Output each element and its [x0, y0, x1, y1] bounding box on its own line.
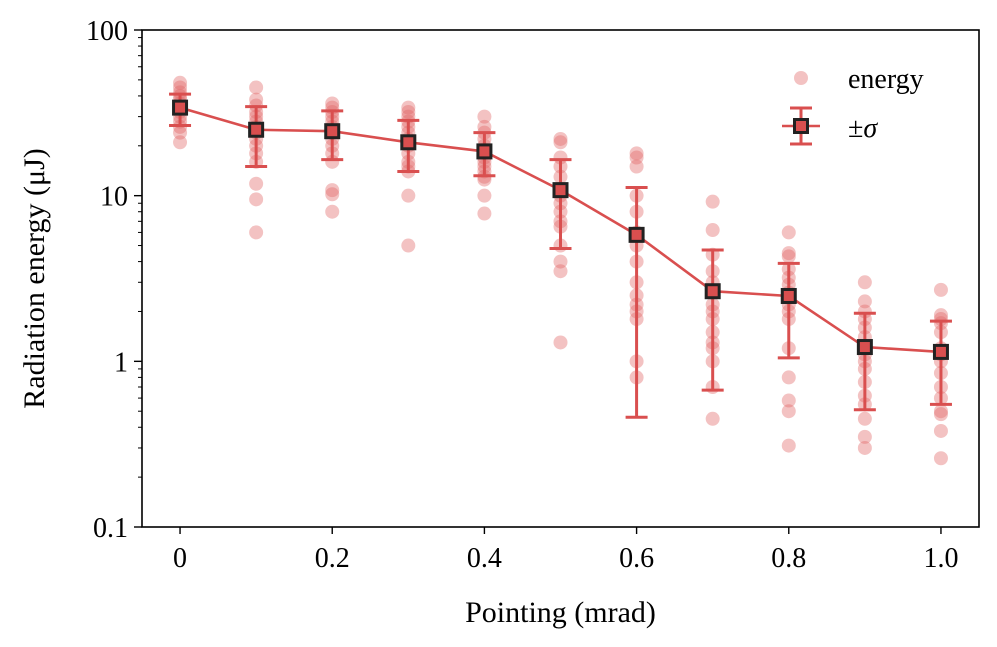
energy-point — [401, 188, 416, 203]
energy-point — [781, 225, 796, 240]
x-tick-label: 0.2 — [315, 543, 350, 574]
x-axis-label: Pointing (mrad) — [465, 596, 656, 629]
plot-frame — [141, 29, 980, 528]
y-axis-ticks: 0.1 1 10 100 — [86, 16, 142, 544]
y-tick-label: 100 — [86, 16, 128, 47]
energy-point — [173, 75, 188, 90]
energy-point — [857, 304, 872, 319]
mean-marker — [172, 99, 189, 116]
energy-point — [325, 96, 340, 111]
energy-point — [629, 159, 644, 174]
y-axis-label: Radiation energy (μJ) — [18, 148, 51, 408]
energy-point — [477, 109, 492, 124]
y-tick-label: 0.1 — [93, 513, 128, 544]
energy-point — [173, 125, 188, 140]
energy-point — [325, 187, 340, 202]
energy-point — [553, 135, 568, 150]
energy-point — [705, 194, 720, 209]
energy-point — [173, 135, 188, 150]
mean-marker — [856, 339, 873, 356]
legend-sigma-square — [793, 118, 809, 134]
energy-point — [933, 308, 948, 323]
mean-marker — [324, 123, 341, 140]
energy-point — [249, 192, 264, 207]
mean-marker — [400, 134, 417, 151]
x-tick-label: 0.6 — [619, 543, 654, 574]
mean-marker — [704, 283, 721, 300]
mean-marker — [780, 287, 797, 304]
energy-point — [933, 423, 948, 438]
energy-point — [857, 294, 872, 309]
energy-point — [781, 393, 796, 408]
energy-point — [477, 119, 492, 134]
mean-marker — [476, 143, 493, 160]
y-tick-label: 10 — [100, 182, 128, 213]
energy-point — [857, 275, 872, 290]
energy-point — [933, 404, 948, 419]
energy-point — [249, 176, 264, 191]
energy-point — [401, 104, 416, 119]
energy-point — [933, 451, 948, 466]
energy-point — [477, 206, 492, 221]
energy-point — [705, 223, 720, 238]
energy-point — [781, 404, 796, 419]
energy-point — [781, 249, 796, 264]
errorbar-layer — [169, 92, 952, 419]
energy-point — [629, 150, 644, 165]
energy-point — [857, 411, 872, 426]
energy-point — [553, 264, 568, 279]
energy-point — [325, 204, 340, 219]
energy-point — [173, 85, 188, 100]
legend: energy ±σ — [782, 64, 924, 146]
x-tick-label: 1.0 — [923, 543, 958, 574]
mean-marker — [628, 226, 645, 243]
energy-point — [325, 183, 340, 198]
energy-point — [857, 440, 872, 455]
energy-point — [933, 282, 948, 297]
scatter-layer — [173, 75, 948, 466]
legend-sigma-label: ±σ — [848, 113, 878, 144]
energy-point — [553, 335, 568, 350]
energy-point — [553, 131, 568, 146]
x-tick-label: 0.4 — [467, 543, 502, 574]
y-tick-label: 1 — [114, 347, 128, 378]
energy-point — [477, 188, 492, 203]
x-tick-label: 0 — [173, 543, 187, 574]
energy-point — [173, 80, 188, 95]
mean-marker — [552, 182, 569, 199]
energy-point — [781, 438, 796, 453]
mean-marker — [248, 121, 265, 138]
energy-point — [629, 146, 644, 161]
energy-point — [553, 254, 568, 269]
legend-sigma-marker — [782, 106, 820, 146]
energy-point — [781, 246, 796, 261]
legend-energy-marker — [794, 71, 808, 85]
energy-point — [249, 80, 264, 95]
x-tick-label: 0.8 — [771, 543, 806, 574]
energy-point — [401, 238, 416, 253]
energy-point — [401, 100, 416, 115]
energy-point — [781, 370, 796, 385]
x-axis-ticks: 0 0.2 0.4 0.6 0.8 1.0 — [173, 527, 958, 574]
energy-point — [857, 429, 872, 444]
energy-point — [249, 92, 264, 107]
energy-point — [249, 225, 264, 240]
energy-point — [933, 407, 948, 422]
mean-marker — [932, 343, 949, 360]
energy-point — [705, 411, 720, 426]
legend-energy-label: energy — [848, 64, 924, 95]
